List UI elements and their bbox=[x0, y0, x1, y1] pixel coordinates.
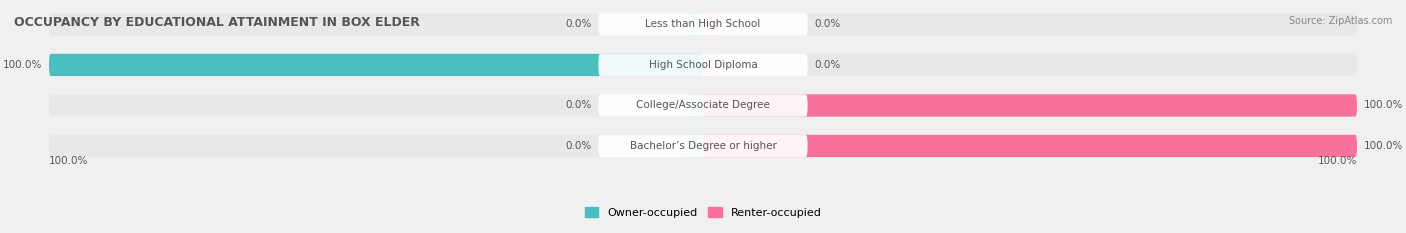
FancyBboxPatch shape bbox=[599, 94, 807, 116]
FancyBboxPatch shape bbox=[686, 94, 703, 116]
Text: Bachelor’s Degree or higher: Bachelor’s Degree or higher bbox=[630, 141, 776, 151]
Text: 100.0%: 100.0% bbox=[49, 156, 89, 166]
Legend: Owner-occupied, Renter-occupied: Owner-occupied, Renter-occupied bbox=[581, 203, 825, 222]
FancyBboxPatch shape bbox=[599, 135, 807, 157]
FancyBboxPatch shape bbox=[49, 54, 1357, 76]
Text: Less than High School: Less than High School bbox=[645, 19, 761, 29]
Text: 100.0%: 100.0% bbox=[1364, 100, 1403, 110]
Text: OCCUPANCY BY EDUCATIONAL ATTAINMENT IN BOX ELDER: OCCUPANCY BY EDUCATIONAL ATTAINMENT IN B… bbox=[14, 16, 420, 29]
FancyBboxPatch shape bbox=[49, 13, 1357, 36]
Text: Source: ZipAtlas.com: Source: ZipAtlas.com bbox=[1288, 16, 1392, 26]
FancyBboxPatch shape bbox=[686, 13, 703, 36]
Text: 0.0%: 0.0% bbox=[565, 100, 592, 110]
Text: 0.0%: 0.0% bbox=[814, 19, 841, 29]
FancyBboxPatch shape bbox=[686, 135, 703, 157]
FancyBboxPatch shape bbox=[599, 13, 807, 36]
FancyBboxPatch shape bbox=[703, 94, 1357, 116]
FancyBboxPatch shape bbox=[49, 94, 1357, 116]
Text: High School Diploma: High School Diploma bbox=[648, 60, 758, 70]
FancyBboxPatch shape bbox=[49, 54, 703, 76]
Text: 100.0%: 100.0% bbox=[3, 60, 42, 70]
FancyBboxPatch shape bbox=[599, 54, 807, 76]
Text: 0.0%: 0.0% bbox=[814, 60, 841, 70]
Text: 0.0%: 0.0% bbox=[565, 141, 592, 151]
Text: College/Associate Degree: College/Associate Degree bbox=[636, 100, 770, 110]
FancyBboxPatch shape bbox=[49, 135, 1357, 157]
FancyBboxPatch shape bbox=[703, 54, 720, 76]
Text: 100.0%: 100.0% bbox=[1364, 141, 1403, 151]
FancyBboxPatch shape bbox=[703, 13, 720, 36]
FancyBboxPatch shape bbox=[703, 135, 1357, 157]
Text: 0.0%: 0.0% bbox=[565, 19, 592, 29]
Text: 100.0%: 100.0% bbox=[1317, 156, 1357, 166]
